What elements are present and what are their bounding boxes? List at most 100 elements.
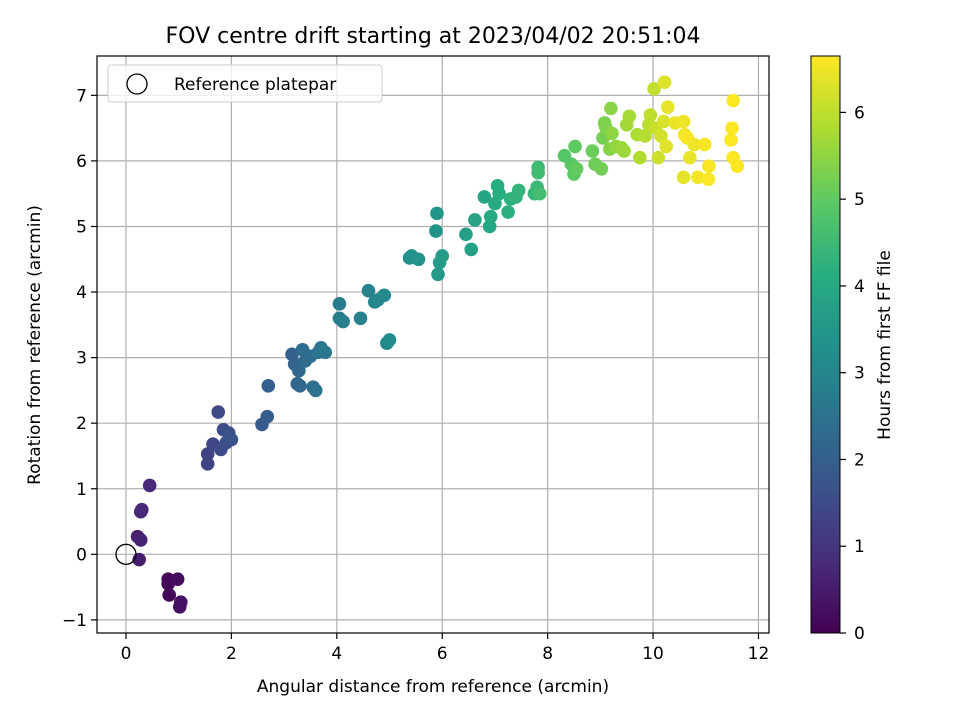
data-point <box>477 190 492 204</box>
data-point <box>656 114 671 129</box>
x-tick-label: 4 <box>331 644 342 664</box>
data-point <box>377 288 392 303</box>
data-point <box>726 93 740 108</box>
data-point <box>332 297 347 311</box>
data-point <box>174 595 188 609</box>
x-tick-label: 2 <box>226 644 237 664</box>
data-point <box>435 249 450 263</box>
colorbar-tick-label: 1 <box>854 537 865 557</box>
data-point <box>336 314 350 329</box>
data-point <box>633 150 647 165</box>
y-tick-label: 0 <box>76 545 87 565</box>
x-tick-label: 0 <box>121 644 132 664</box>
colorbar-tick-label: 2 <box>854 450 865 470</box>
legend-box <box>107 64 383 103</box>
data-point <box>725 121 739 135</box>
data-point <box>142 478 157 493</box>
data-point <box>431 267 445 282</box>
data-point <box>492 186 506 201</box>
data-point <box>651 150 666 165</box>
data-point <box>638 129 652 143</box>
data-point <box>411 252 426 267</box>
data-point <box>532 186 547 201</box>
colorbar-tick-label: 4 <box>854 277 865 297</box>
plot-frame <box>96 55 770 634</box>
y-tick-label: 2 <box>76 414 87 434</box>
data-point <box>622 109 637 124</box>
data-point <box>569 161 584 176</box>
data-point <box>459 227 473 242</box>
data-point <box>687 137 701 152</box>
data-point <box>643 108 658 122</box>
colorbar-tick-label: 0 <box>854 624 865 644</box>
data-point <box>161 572 175 587</box>
colorbar-tick-label: 5 <box>854 190 865 210</box>
data-point <box>647 81 661 96</box>
data-point <box>260 409 275 424</box>
data-point <box>224 432 239 447</box>
data-point <box>293 379 307 393</box>
legend-entry: Reference platepar <box>174 75 336 95</box>
data-point <box>702 159 716 173</box>
data-point <box>691 170 705 185</box>
data-point <box>200 457 215 471</box>
data-point <box>429 224 443 238</box>
reference-marker-group <box>115 543 137 565</box>
legend: Reference platepar <box>107 64 383 103</box>
data-point <box>701 172 716 187</box>
data-point <box>483 209 498 224</box>
data-point <box>676 170 691 185</box>
data-point <box>568 139 582 154</box>
data-point <box>135 502 149 517</box>
data-point <box>697 137 712 152</box>
data-point <box>531 165 545 180</box>
data-point <box>382 333 397 347</box>
y-tick-label: 4 <box>76 283 87 303</box>
x-tick-label: 6 <box>437 644 448 664</box>
legend-marker <box>126 73 148 95</box>
data-point <box>605 126 619 141</box>
data-point <box>482 219 497 234</box>
data-point <box>308 383 323 398</box>
data-point <box>594 161 609 176</box>
data-point <box>318 345 333 360</box>
y-tick-label: 5 <box>76 217 87 237</box>
colorbar-tick-label: 6 <box>854 103 865 123</box>
data-point <box>170 572 185 587</box>
data-point <box>133 533 148 547</box>
data-points <box>130 75 745 614</box>
data-point <box>162 588 177 602</box>
data-point <box>676 114 691 129</box>
data-point <box>730 159 745 173</box>
y-tick-label: 6 <box>76 152 87 172</box>
y-tick-label: 3 <box>76 349 87 369</box>
data-point <box>683 150 697 165</box>
data-point <box>617 144 631 158</box>
data-point <box>724 133 738 147</box>
x-axis-label: Angular distance from reference (arcmin) <box>257 677 609 697</box>
data-point <box>657 75 672 90</box>
x-axis-ticks: 0 2 4 6 8 10 12 <box>121 633 770 664</box>
data-point <box>464 242 479 257</box>
y-axis-label: Rotation from reference (arcmin) <box>25 205 45 485</box>
x-tick-label: 12 <box>748 644 770 664</box>
colorbar <box>810 55 841 634</box>
data-point <box>661 100 675 114</box>
data-point <box>511 183 526 198</box>
y-tick-label: 7 <box>76 86 87 106</box>
data-point <box>292 363 306 378</box>
data-point <box>211 405 226 419</box>
data-point <box>353 311 368 326</box>
reference-platepar-marker <box>115 543 137 565</box>
data-point <box>361 283 376 298</box>
y-tick-label: 1 <box>76 480 87 500</box>
data-point <box>430 206 444 221</box>
colorbar-tick-label: 3 <box>854 364 865 384</box>
data-point <box>585 144 600 158</box>
chart-title: FOV centre drift starting at 2023/04/02 … <box>166 24 701 49</box>
data-point <box>654 129 668 143</box>
data-point <box>501 205 515 219</box>
data-point <box>261 379 276 393</box>
x-tick-label: 10 <box>642 644 664 664</box>
